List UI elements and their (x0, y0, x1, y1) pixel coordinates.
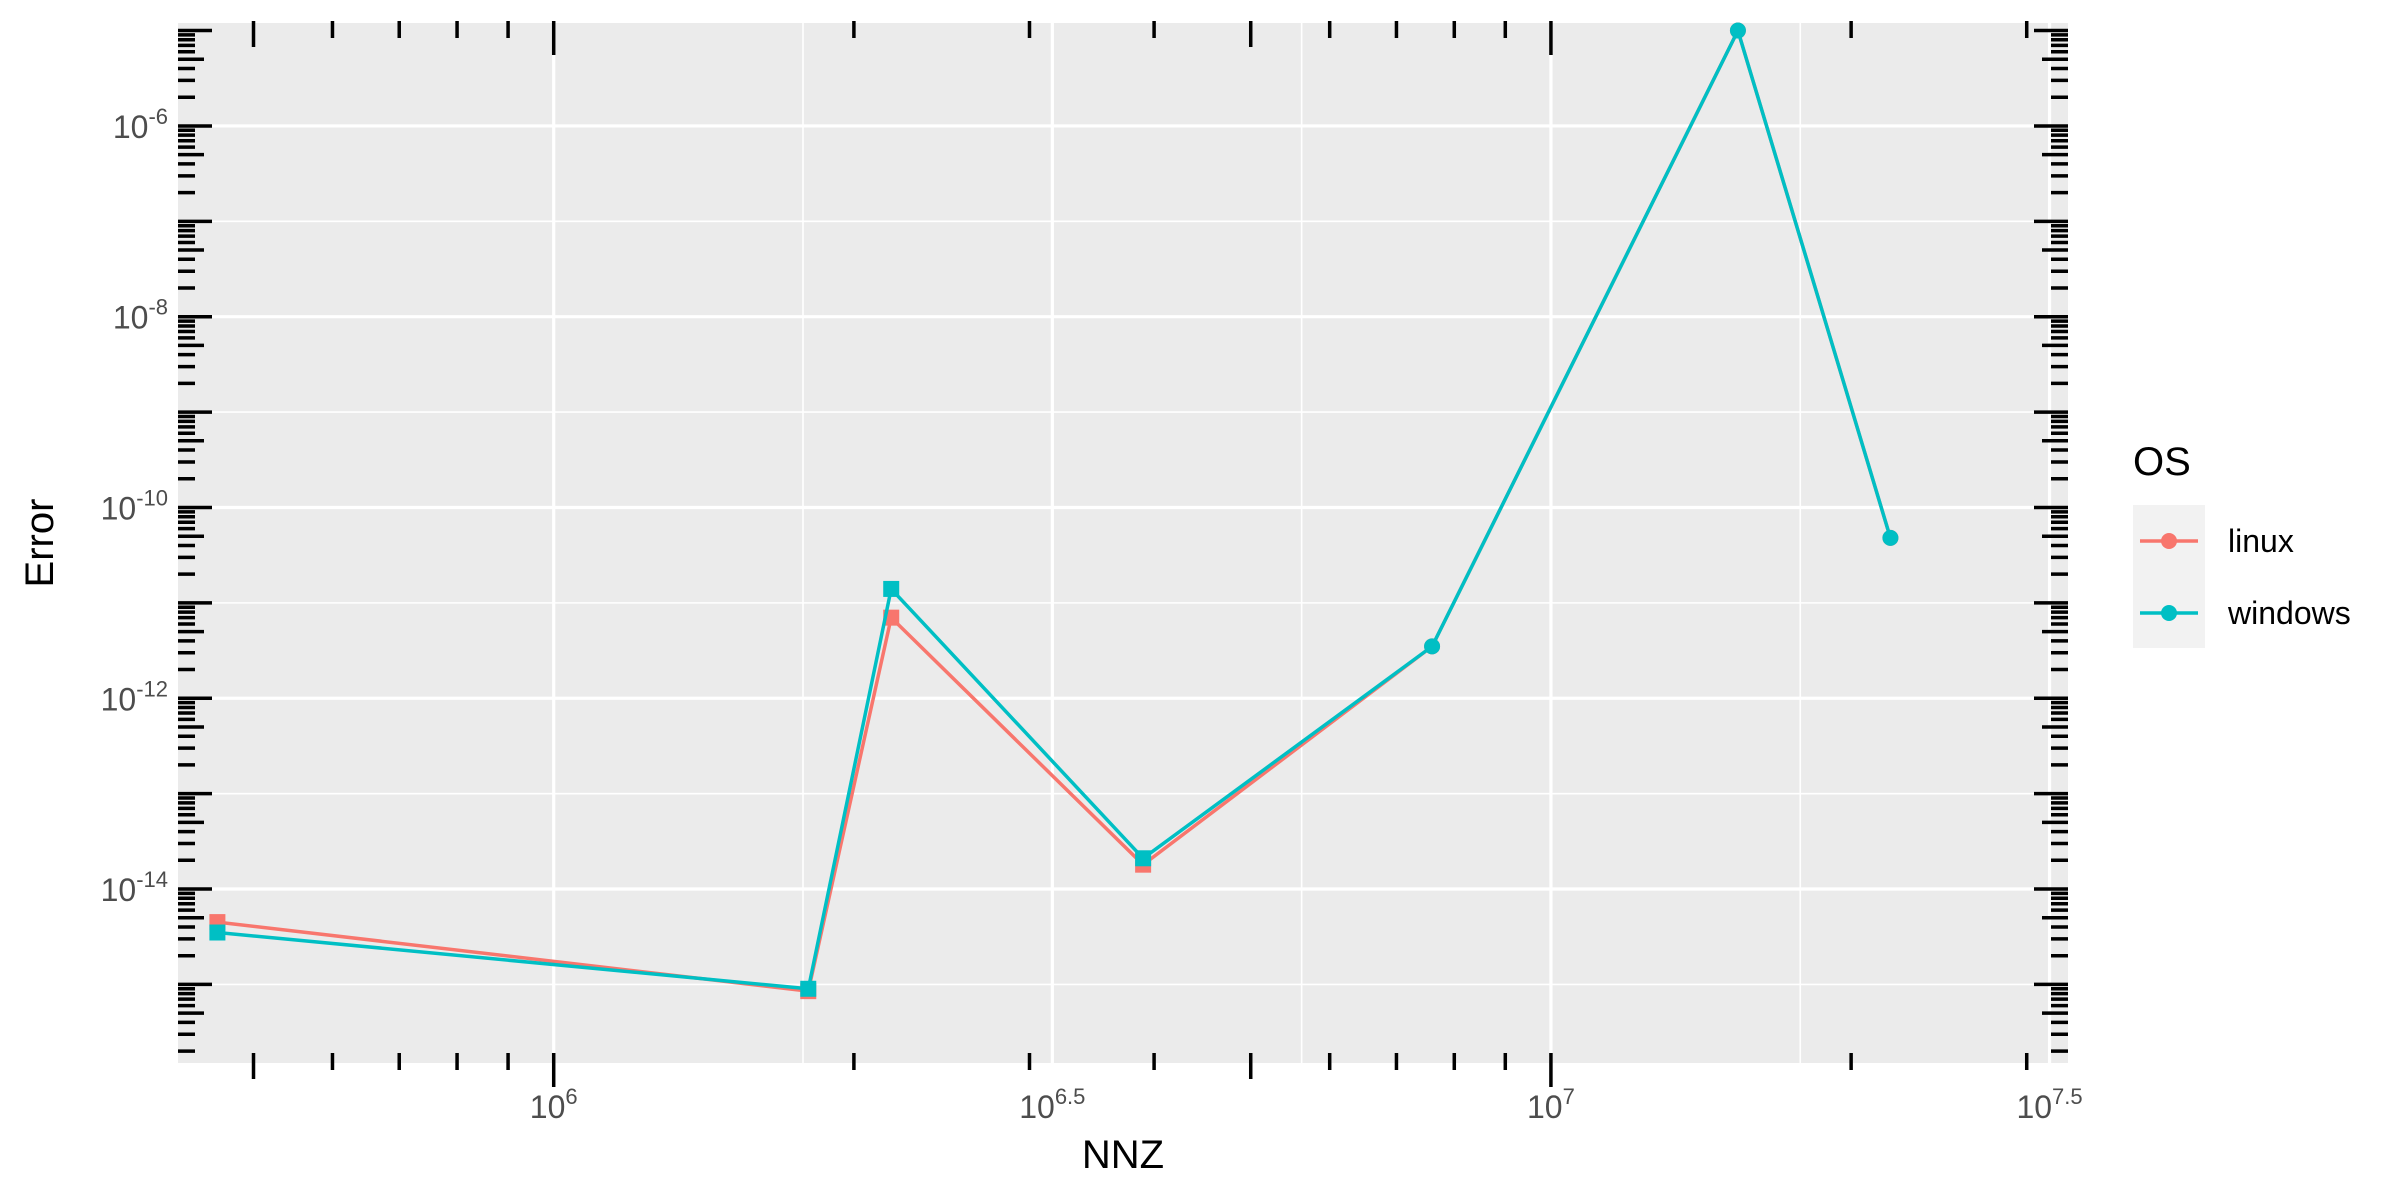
x-axis-tick-labels: 106 106.5 107 107.5 (530, 1084, 2083, 1125)
data-point-windows (800, 980, 817, 997)
y-tick-label: 10-6 (113, 104, 168, 145)
x-tick-label: 107 (1527, 1084, 1575, 1125)
y-tick-label: 10-8 (113, 295, 168, 336)
x-axis-title: NNZ (1082, 1133, 1164, 1177)
series-layer (209, 22, 1899, 1000)
legend-title: OS (2133, 440, 2191, 484)
legend-label-windows: windows (2227, 595, 2351, 631)
data-point-windows (1135, 850, 1152, 867)
y-tick-label: 10-14 (101, 867, 168, 908)
minor-gridlines (178, 23, 2068, 1063)
y-tick-label: 10-12 (101, 676, 168, 717)
legend-label-linux: linux (2228, 523, 2294, 559)
legend-item-linux: linux (2140, 523, 2294, 559)
x-tick-label: 106.5 (1019, 1084, 1085, 1125)
data-point-windows (1424, 638, 1441, 655)
panel-background (178, 23, 2068, 1063)
legend-key-linux-marker (2161, 533, 2177, 549)
data-point-windows (1729, 22, 1746, 39)
legend: OS linux windows (2133, 440, 2351, 648)
data-point-windows (883, 580, 900, 597)
axis-rug-ticks (178, 21, 2068, 1087)
y-axis-tick-labels: 10-14 10-12 10-10 10-8 10-6 (101, 104, 168, 908)
y-axis-title: Error (18, 499, 62, 588)
y-tick-label: 10-10 (101, 485, 168, 526)
x-tick-label: 107.5 (2016, 1084, 2082, 1125)
data-point-windows (209, 924, 226, 941)
legend-item-windows: windows (2140, 595, 2351, 631)
legend-key-windows-marker (2161, 605, 2177, 621)
x-tick-label: 106 (530, 1084, 578, 1125)
data-point-windows (1882, 529, 1899, 546)
legend-key-background (2133, 505, 2205, 648)
major-gridlines (178, 23, 2068, 1063)
